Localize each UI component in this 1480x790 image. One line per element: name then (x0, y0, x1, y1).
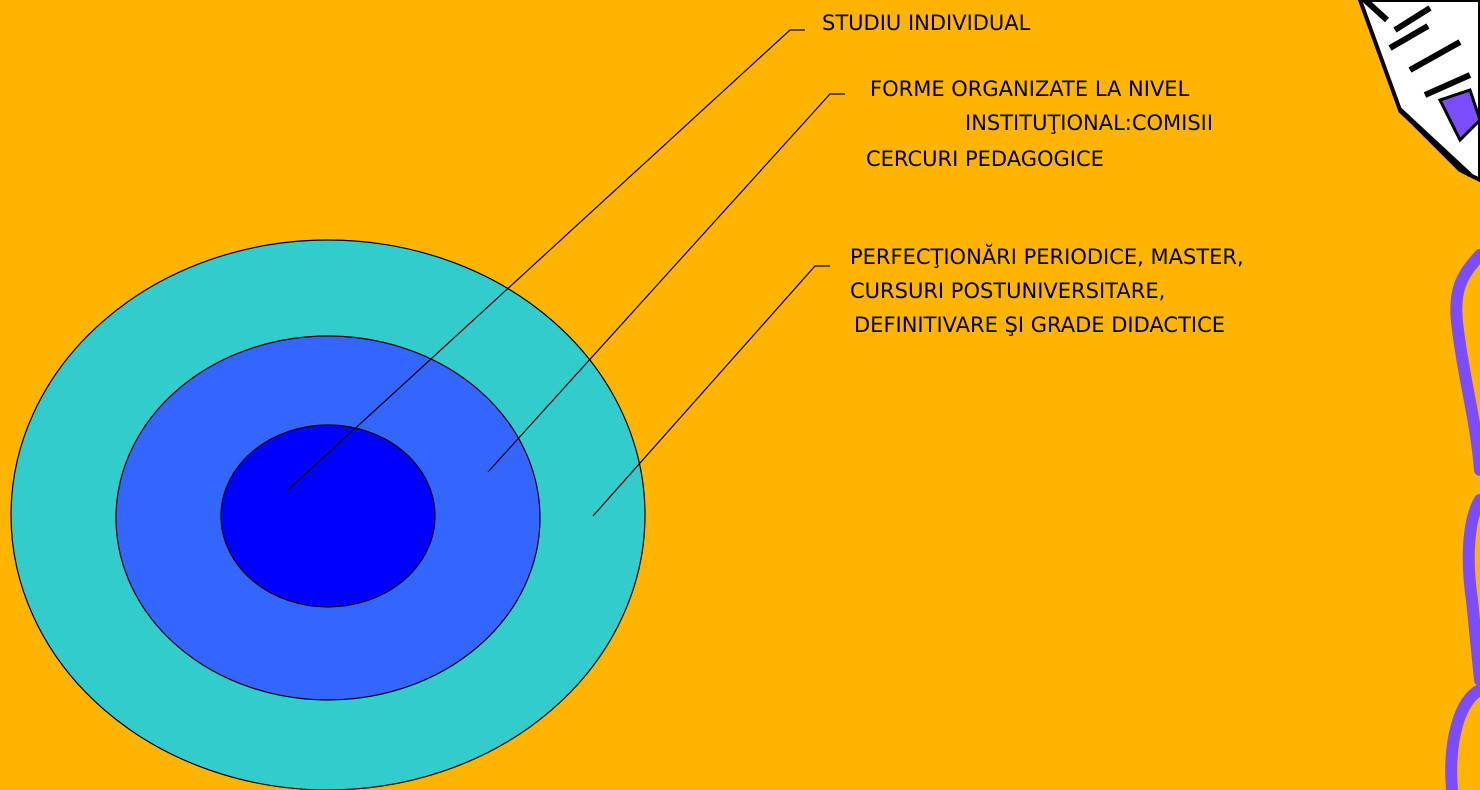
label-line: PERFECŢIONĂRI PERIODICE, MASTER, (850, 243, 1244, 269)
label-line: FORME ORGANIZATE LA NIVEL (870, 77, 1190, 101)
inner-circle (221, 425, 435, 607)
label-line: CURSURI POSTUNIVERSITARE, (850, 279, 1165, 303)
decoration-squiggle (1451, 255, 1480, 790)
label-line: DEFINITIVARE ŞI GRADE DIDACTICE (854, 313, 1225, 337)
slide: STUDIU INDIVIDUAL FORME ORGANIZATE LA NI… (0, 0, 1480, 790)
label-line: INSTITUŢIONAL:COMISII (965, 111, 1213, 135)
decoration-pencil (1360, 0, 1480, 180)
label-line: CERCURI PEDAGOGICE (866, 147, 1104, 171)
label-line: STUDIU INDIVIDUAL (822, 11, 1031, 35)
page: {"labels": [ {"lines": ["STUDIU INDIVIDU… (0, 0, 1480, 790)
